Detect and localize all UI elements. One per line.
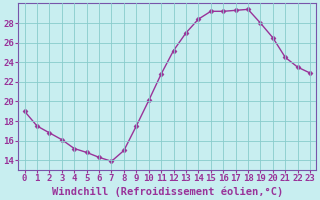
X-axis label: Windchill (Refroidissement éolien,°C): Windchill (Refroidissement éolien,°C) <box>52 186 283 197</box>
